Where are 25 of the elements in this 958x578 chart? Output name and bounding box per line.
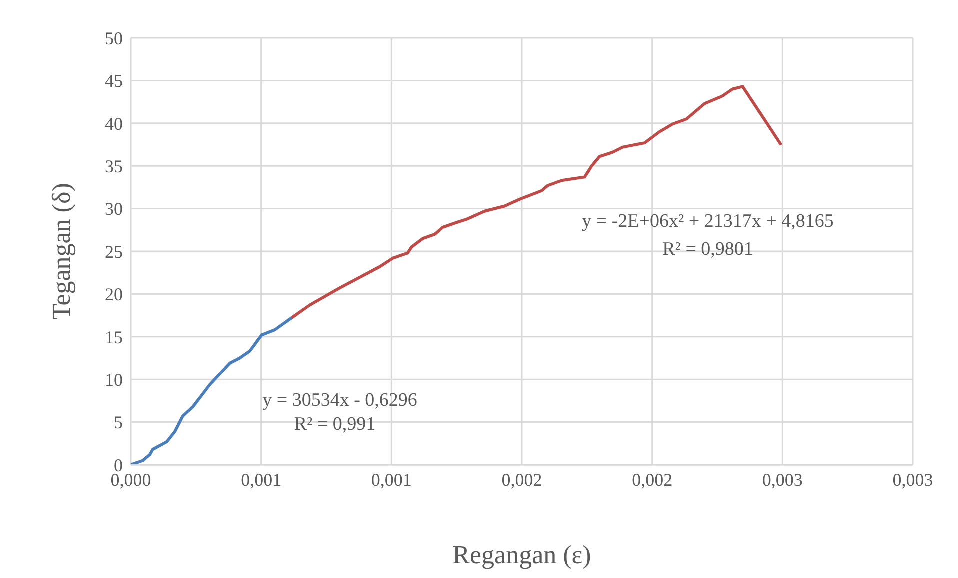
annotation: y = -2E+06x² + 21317x + 4,8165 <box>582 211 834 233</box>
y-tick-label: 45 <box>105 71 123 92</box>
annotation: R² = 0,9801 <box>662 239 754 261</box>
x-tick-label: 0,002 <box>632 470 673 490</box>
x-tick-label: 0,003 <box>892 470 934 490</box>
x-tick-label: 0,001 <box>371 470 412 490</box>
y-tick-label: 40 <box>105 114 123 134</box>
y-tick-label: 10 <box>105 370 123 390</box>
y-axis-title: Tegangan (δ) <box>47 183 76 320</box>
y-tick-label: 0 <box>114 455 123 476</box>
x-tick-label: 0,002 <box>502 470 542 490</box>
x-tick-label: 0,003 <box>762 470 803 490</box>
annotation: y = 30534x - 0,6296 <box>262 390 418 412</box>
x-axis-title: Regangan (ε) <box>452 540 592 570</box>
y-tick-label: 20 <box>105 284 123 305</box>
y-tick-label: 50 <box>105 28 123 48</box>
y-tick-label: 25 <box>105 242 123 262</box>
y-tick-label: 5 <box>114 412 123 433</box>
y-tick-label: 30 <box>105 199 123 220</box>
x-tick-label: 0,001 <box>241 470 282 490</box>
y-tick-label: 35 <box>105 156 123 176</box>
annotation: R² = 0,991 <box>294 414 376 436</box>
line-series <box>131 316 294 465</box>
y-tick-label: 15 <box>105 327 123 348</box>
line-series <box>291 85 782 319</box>
